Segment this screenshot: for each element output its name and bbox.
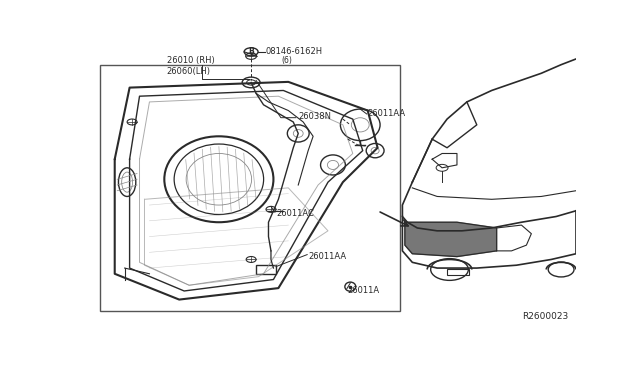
Bar <box>100 65 400 311</box>
Text: R2600023: R2600023 <box>522 312 568 321</box>
Text: 26010 (RH): 26010 (RH) <box>167 56 214 65</box>
Text: 26011AC: 26011AC <box>276 209 314 218</box>
Text: 26060(LH): 26060(LH) <box>167 67 211 76</box>
Polygon shape <box>405 222 497 257</box>
Text: 26038N: 26038N <box>298 112 332 121</box>
Text: 26011AA: 26011AA <box>367 109 406 118</box>
Text: (6): (6) <box>281 56 292 65</box>
Text: 08146-6162H: 08146-6162H <box>266 47 323 56</box>
Bar <box>256 266 276 273</box>
Text: B: B <box>248 47 254 56</box>
Text: 26011AA: 26011AA <box>308 252 346 261</box>
Bar <box>447 269 469 275</box>
Text: 26011A: 26011A <box>348 286 380 295</box>
